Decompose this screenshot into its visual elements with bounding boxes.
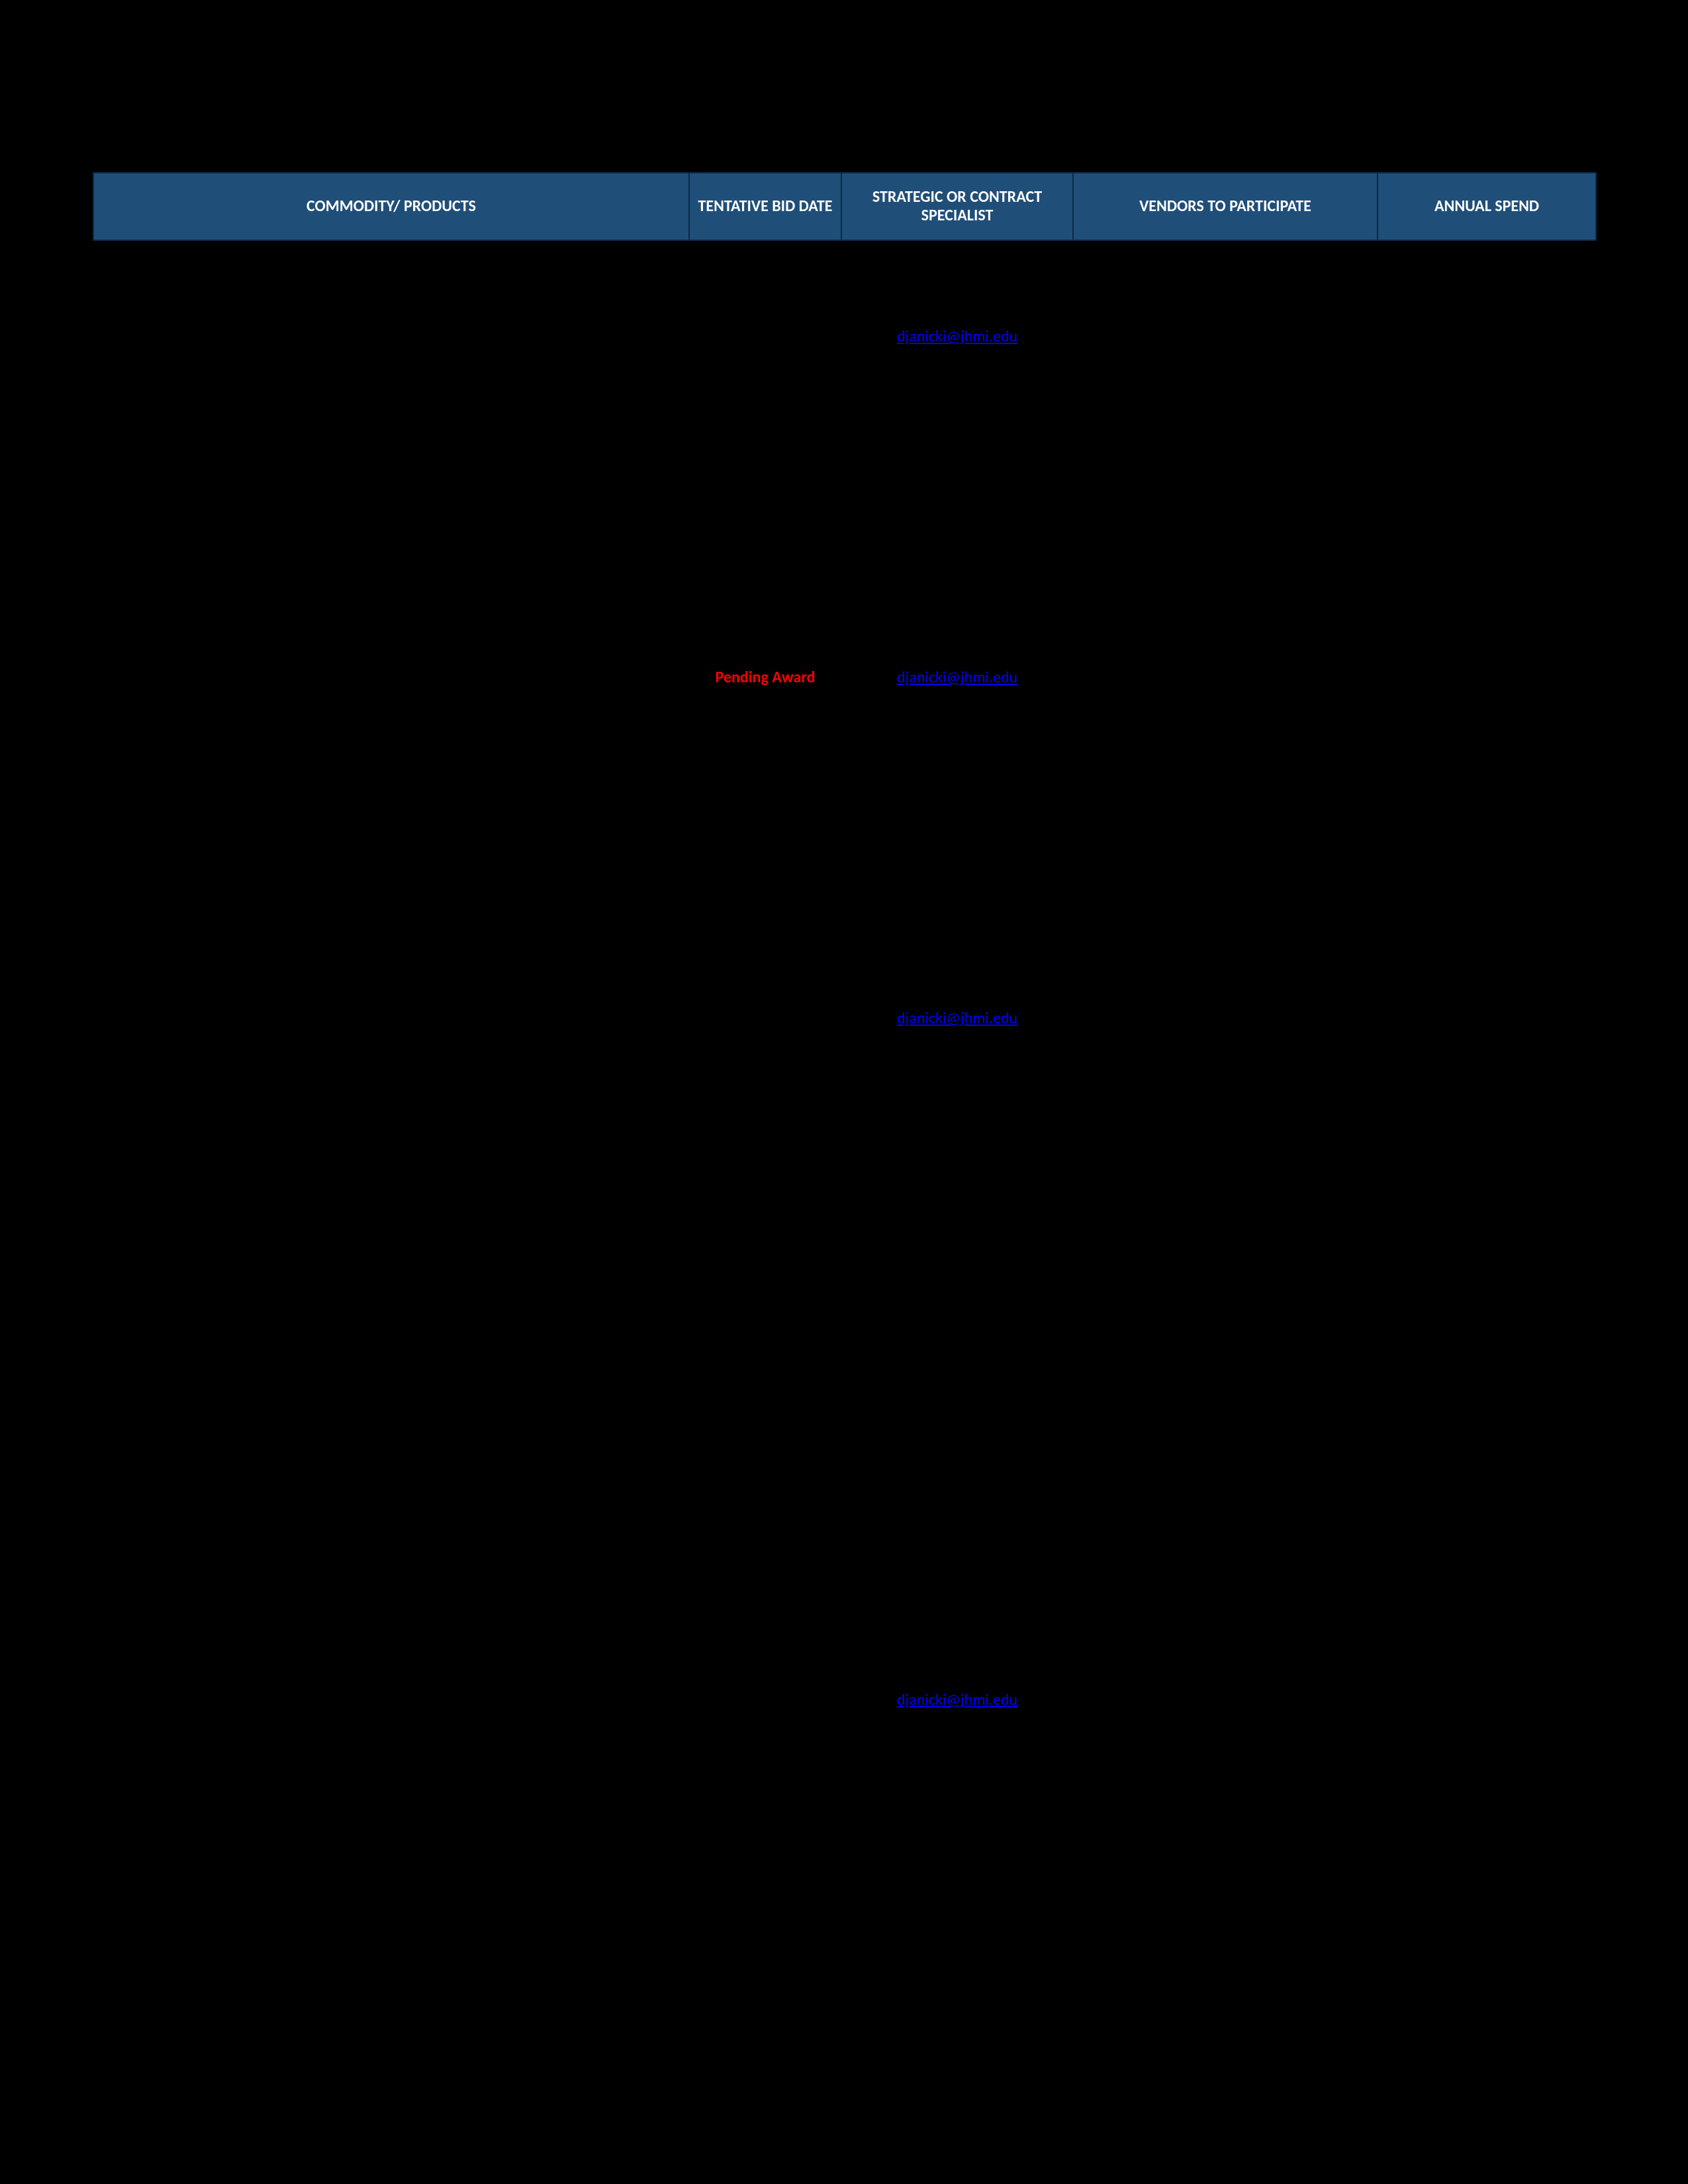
cell-annual-spend [1378, 1604, 1596, 1945]
cell-bid-date [689, 923, 841, 1604]
cell-vendors [1073, 240, 1378, 582]
cell-specialist: djanicki@jhmi.edu [841, 1604, 1073, 1945]
specialist-email-link[interactable]: djanicki@jhmi.edu [897, 1690, 1017, 1709]
cell-commodity [93, 582, 689, 923]
col-header-bid-date: TENTATIVE BID DATE [689, 173, 841, 240]
cell-bid-date [689, 1604, 841, 1945]
bid-table-container: COMMODITY/ PRODUCTS TENTATIVE BID DATE S… [93, 172, 1595, 1945]
specialist-email-link[interactable]: djanicki@jhmi.edu [897, 1009, 1017, 1028]
bid-table: COMMODITY/ PRODUCTS TENTATIVE BID DATE S… [93, 172, 1597, 1945]
table-header-row: COMMODITY/ PRODUCTS TENTATIVE BID DATE S… [93, 173, 1596, 240]
cell-commodity [93, 240, 689, 582]
cell-commodity [93, 923, 689, 1604]
cell-vendors [1073, 582, 1378, 923]
table-body: djanicki@jhmi.edu [93, 240, 1596, 1945]
cell-specialist: djanicki@jhmi.edu [841, 240, 1073, 582]
table-header: COMMODITY/ PRODUCTS TENTATIVE BID DATE S… [93, 173, 1596, 240]
col-header-specialist: STRATEGIC OR CONTRACT SPECIALIST [841, 173, 1073, 240]
col-header-commodity: COMMODITY/ PRODUCTS [93, 173, 689, 240]
specialist-email-link[interactable]: djanicki@jhmi.edu [897, 327, 1017, 346]
cell-vendors [1073, 923, 1378, 1604]
col-header-vendors: VENDORS TO PARTICIPATE [1073, 173, 1378, 240]
page: COMMODITY/ PRODUCTS TENTATIVE BID DATE S… [0, 0, 1688, 2184]
table-row: djanicki@jhmi.edu [93, 923, 1596, 1604]
cell-bid-date: Pending Award [689, 582, 841, 923]
cell-specialist: djanicki@jhmi.edu [841, 923, 1073, 1604]
cell-specialist: djanicki@jhmi.edu [841, 582, 1073, 923]
table-row: Pending Award djanicki@jhmi.edu [93, 582, 1596, 923]
cell-annual-spend [1378, 582, 1596, 923]
specialist-email-link[interactable]: djanicki@jhmi.edu [897, 668, 1017, 687]
table-row: djanicki@jhmi.edu [93, 240, 1596, 582]
col-header-annual-spend: ANNUAL SPEND [1378, 173, 1596, 240]
cell-annual-spend [1378, 923, 1596, 1604]
cell-commodity [93, 1604, 689, 1945]
cell-bid-date [689, 240, 841, 582]
cell-annual-spend [1378, 240, 1596, 582]
cell-vendors [1073, 1604, 1378, 1945]
table-row: djanicki@jhmi.edu [93, 1604, 1596, 1945]
bid-date-status: Pending Award [689, 668, 841, 687]
